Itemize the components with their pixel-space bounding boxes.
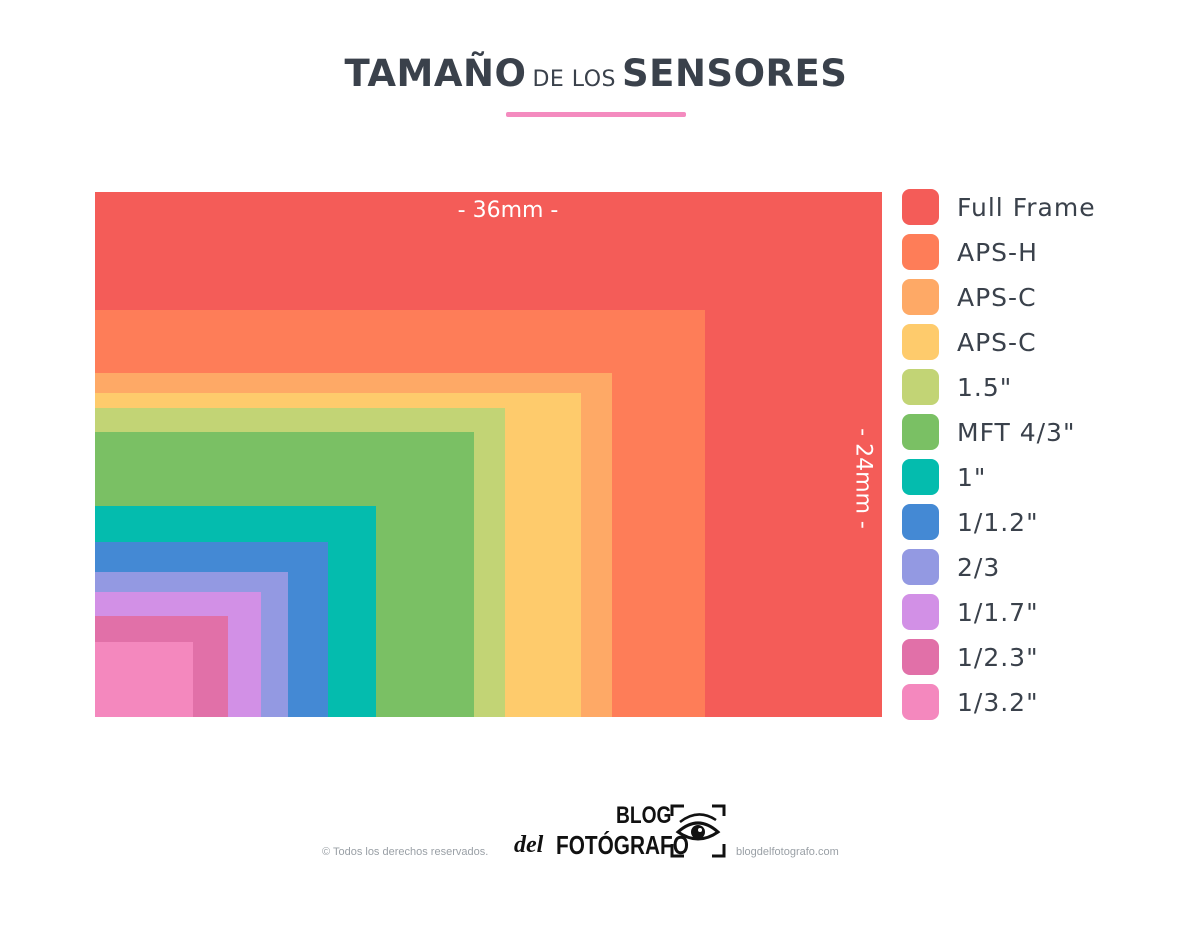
legend-item-full-frame: Full Frame bbox=[902, 189, 1096, 225]
title-underline bbox=[506, 112, 686, 117]
legend-item-aps-c-2: APS-C bbox=[902, 324, 1037, 360]
legend-label: Full Frame bbox=[957, 192, 1096, 222]
legend-item-aps-c-1: APS-C bbox=[902, 279, 1037, 315]
width-dimension-label: - 36mm - bbox=[457, 198, 559, 223]
legend-item-1-1-2-inch: 1/1.2" bbox=[902, 504, 1039, 540]
legend-label: 1.5" bbox=[957, 372, 1013, 402]
legend-swatch bbox=[902, 414, 939, 450]
legend-item-1-5-inch: 1.5" bbox=[902, 369, 1012, 405]
website-url: blogdelfotografo.com bbox=[736, 846, 839, 858]
legend-swatch bbox=[902, 639, 939, 675]
logo-text-fotografo: FOTÓGRAFO bbox=[556, 830, 689, 860]
title-part-tamano: TAMAÑO bbox=[344, 52, 527, 95]
legend-label: 1/1.2" bbox=[957, 507, 1039, 537]
height-dimension-label: - 24mm - bbox=[850, 428, 876, 529]
legend-label: 1" bbox=[957, 462, 987, 492]
copyright-text: © Todos los derechos reservados. bbox=[322, 846, 489, 858]
legend-label: APS-H bbox=[957, 237, 1038, 267]
legend-label: APS-C bbox=[957, 282, 1037, 312]
legend-label: 1/1.7" bbox=[957, 597, 1039, 627]
legend-swatch bbox=[902, 684, 939, 720]
legend-item-1-3-2-inch: 1/3.2" bbox=[902, 684, 1039, 720]
legend-label: APS-C bbox=[957, 327, 1037, 357]
legend-label: 1/3.2" bbox=[957, 687, 1039, 717]
legend-label: 2/3 bbox=[957, 552, 1001, 582]
blog-logo: BLOG del FOTÓGRAFO bbox=[510, 800, 730, 862]
legend-item-aps-h: APS-H bbox=[902, 234, 1038, 270]
legend-item-1-1-7-inch: 1/1.7" bbox=[902, 594, 1039, 630]
legend-item-mft-4-3: MFT 4/3" bbox=[902, 414, 1075, 450]
sensor-rect-1-3-2-inch bbox=[95, 642, 193, 717]
legend-swatch bbox=[902, 459, 939, 495]
legend-swatch bbox=[902, 324, 939, 360]
page-title: TAMAÑO DE LOS SENSORES bbox=[0, 52, 1192, 95]
logo-text-del: del bbox=[514, 832, 544, 858]
legend-swatch bbox=[902, 234, 939, 270]
logo-text-blog: BLOG bbox=[616, 802, 672, 829]
legend-item-1-2-3-inch: 1/2.3" bbox=[902, 639, 1039, 675]
legend-swatch bbox=[902, 594, 939, 630]
title-part-sensores: SENSORES bbox=[622, 52, 848, 95]
legend-swatch bbox=[902, 369, 939, 405]
title-part-de-los: DE LOS bbox=[532, 67, 617, 92]
legend-label: MFT 4/3" bbox=[957, 417, 1076, 447]
legend-item-1-inch: 1" bbox=[902, 459, 986, 495]
legend-swatch bbox=[902, 189, 939, 225]
legend-item-2-3: 2/3 bbox=[902, 549, 1000, 585]
legend-label: 1/2.3" bbox=[957, 642, 1039, 672]
legend-swatch bbox=[902, 279, 939, 315]
legend-swatch bbox=[902, 504, 939, 540]
eye-camera-icon bbox=[670, 804, 726, 858]
legend-swatch bbox=[902, 549, 939, 585]
